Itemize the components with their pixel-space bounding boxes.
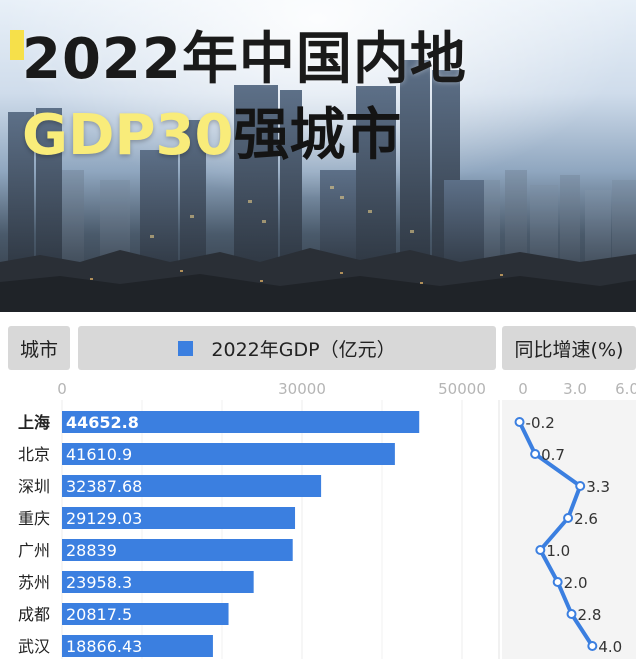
growth-value-label: 1.0 xyxy=(546,542,570,560)
title-highlight: GDP30 xyxy=(22,103,234,168)
growth-axis-tick-label: 3.0 xyxy=(563,380,587,398)
growth-point xyxy=(535,545,546,555)
city-label: 北京 xyxy=(18,445,50,464)
city-label: 武汉 xyxy=(18,637,50,656)
header-gdp: 2022年GDP（亿元） xyxy=(78,326,496,370)
growth-panel-bg xyxy=(502,400,636,659)
growth-value-label: 2.6 xyxy=(574,510,598,528)
gdp-bar xyxy=(62,539,293,561)
gdp-bar-value-label: 23958.3 xyxy=(66,573,132,592)
growth-point xyxy=(514,417,525,427)
gdp-bar-value-label: 44652.8 xyxy=(66,413,139,432)
header-city-label: 城市 xyxy=(19,338,58,361)
growth-value-label: 0.7 xyxy=(541,446,565,464)
city-label: 苏州 xyxy=(18,573,50,592)
growth-axis-tick-label: 0 xyxy=(518,380,528,398)
growth-value-label: 3.3 xyxy=(586,478,610,496)
growth-point xyxy=(587,641,598,651)
bar-axis-tick-label: 30000 xyxy=(278,380,326,398)
title-rest: 强城市 xyxy=(233,103,402,168)
growth-value-label: -0.2 xyxy=(526,414,555,432)
city-label: 深圳 xyxy=(18,477,50,496)
gdp-bar xyxy=(62,507,296,529)
gdp-bar xyxy=(62,603,229,625)
legend-swatch xyxy=(178,340,194,356)
header-gdp-label: 2022年GDP（亿元） xyxy=(211,338,396,361)
bar-axis-tick-label: 50000 xyxy=(438,380,486,398)
header-growth-label: 同比增速(%) xyxy=(514,338,624,361)
city-label: 成都 xyxy=(18,605,50,624)
banner-image: 2022年中国内地 GDP30强城市 xyxy=(0,0,636,312)
gdp-bar-value-label: 32387.68 xyxy=(66,477,142,496)
sky-glow xyxy=(0,0,636,200)
city-label: 广州 xyxy=(18,541,50,560)
growth-point xyxy=(563,513,574,523)
title-line-1: 2022年中国内地 xyxy=(22,27,467,92)
growth-line xyxy=(517,420,595,648)
growth-value-label: 2.8 xyxy=(578,606,602,624)
gdp-bar-value-label: 18866.43 xyxy=(66,637,142,656)
title-line-2: GDP30强城市 xyxy=(22,104,401,168)
bar-axis-tick-label: 0 xyxy=(57,380,67,398)
gdp-bar xyxy=(62,475,322,497)
gdp-chart: 0 30000 50000 上海 44652.8 北京 41610.9 深圳 32387.68 重… xyxy=(0,380,636,659)
header-growth: 同比增速(%) xyxy=(502,326,636,370)
gdp-bar xyxy=(62,411,420,433)
growth-point xyxy=(530,449,541,459)
growth-point xyxy=(575,481,586,491)
growth-point xyxy=(566,609,577,619)
gdp-bar-value-label: 29129.03 xyxy=(66,509,142,528)
gdp-bar xyxy=(62,571,254,593)
growth-axis-tick-label: 6.0 xyxy=(615,380,636,398)
growth-point xyxy=(552,577,563,587)
gdp-bar-value-label: 41610.9 xyxy=(66,445,132,464)
city-label: 上海 xyxy=(18,413,50,432)
title-accent-mark xyxy=(10,30,24,60)
gdp-bar-value-label: 28839 xyxy=(66,541,117,560)
city-skyline xyxy=(0,60,636,312)
city-label: 重庆 xyxy=(18,509,50,528)
gdp-bar xyxy=(62,443,395,465)
gdp-bar-value-label: 20817.5 xyxy=(66,605,132,624)
gdp-bar xyxy=(62,635,213,657)
header-city: 城市 xyxy=(8,326,70,370)
growth-value-label: 4.0 xyxy=(598,638,622,656)
growth-value-label: 2.0 xyxy=(564,574,588,592)
